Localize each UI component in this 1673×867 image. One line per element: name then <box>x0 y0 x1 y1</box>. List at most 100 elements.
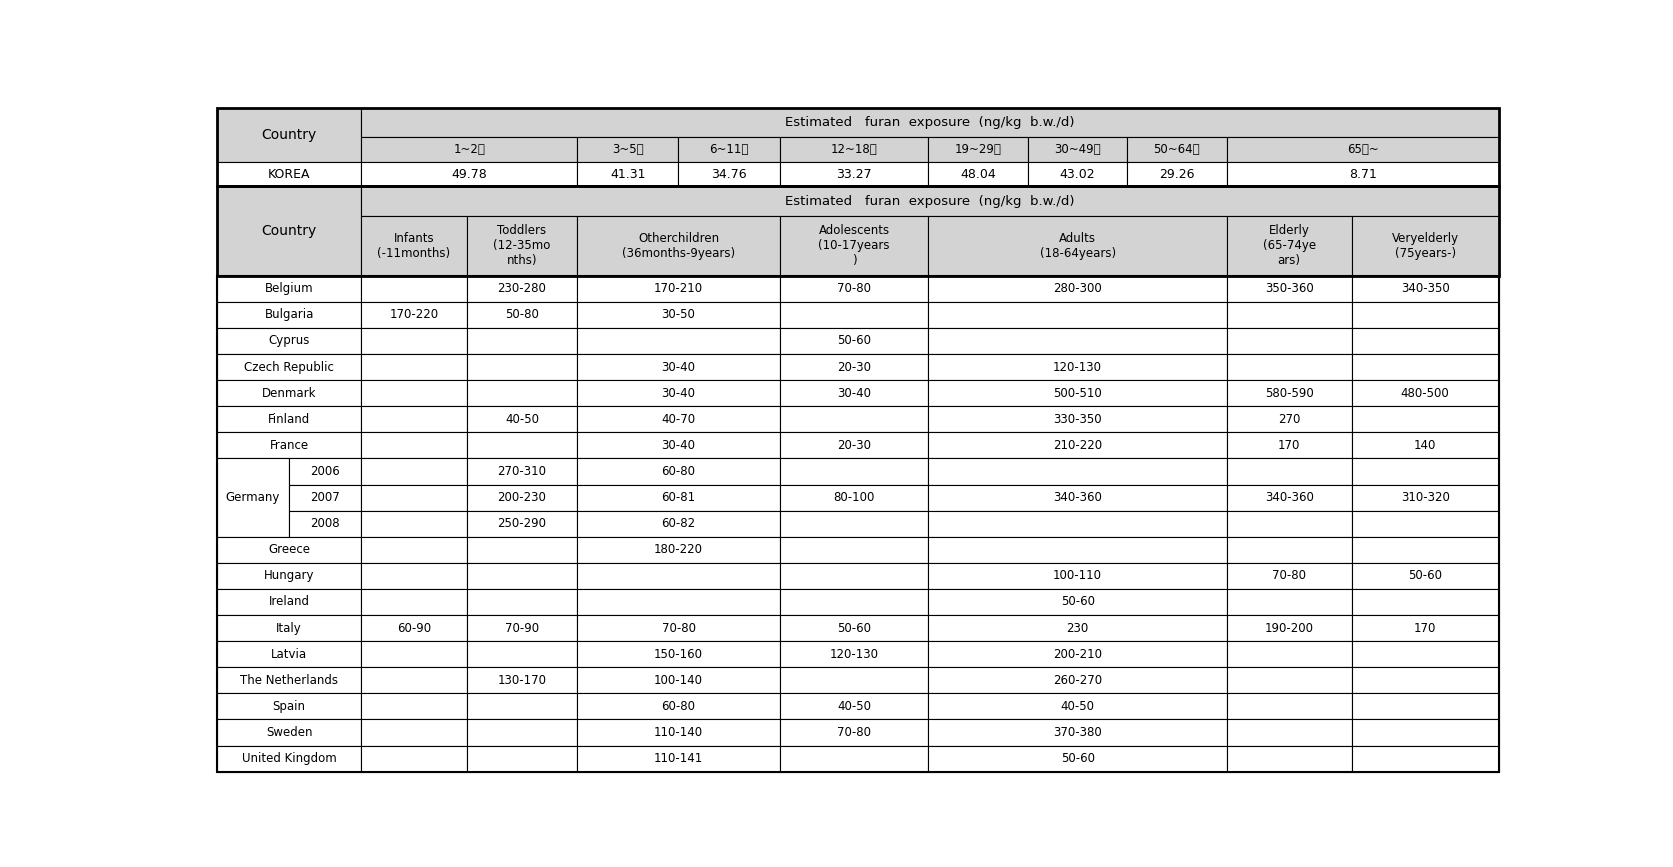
Text: Infants
(-11months): Infants (-11months) <box>376 231 450 260</box>
Text: 330-350: 330-350 <box>1052 413 1101 426</box>
Text: 50-80: 50-80 <box>505 309 539 322</box>
Text: 70-80: 70-80 <box>1271 570 1305 583</box>
Text: 12~18세: 12~18세 <box>830 143 877 156</box>
Bar <box>577 162 678 186</box>
Bar <box>361 433 467 459</box>
Bar <box>1350 276 1497 302</box>
Bar <box>780 641 929 668</box>
Text: 370-380: 370-380 <box>1052 726 1101 739</box>
Bar <box>361 694 467 720</box>
Bar <box>1350 354 1497 380</box>
Bar <box>780 276 929 302</box>
Text: 3~5세: 3~5세 <box>612 143 642 156</box>
Text: 60-90: 60-90 <box>397 622 430 635</box>
Bar <box>1226 641 1350 668</box>
Bar <box>361 459 467 485</box>
Bar <box>1226 720 1350 746</box>
Bar <box>217 407 361 433</box>
Bar <box>361 563 467 589</box>
Text: Hungary: Hungary <box>264 570 315 583</box>
Bar <box>780 694 929 720</box>
Bar <box>1027 162 1126 186</box>
Bar <box>361 485 467 511</box>
Bar <box>467 694 577 720</box>
Bar <box>217 276 1497 772</box>
Text: 40-50: 40-50 <box>505 413 539 426</box>
Text: 50-60: 50-60 <box>1407 570 1442 583</box>
Bar <box>1126 162 1226 186</box>
Bar <box>1350 407 1497 433</box>
Text: Denmark: Denmark <box>261 387 316 400</box>
Text: 60-80: 60-80 <box>661 465 694 478</box>
Text: 19~29세: 19~29세 <box>954 143 1000 156</box>
Bar <box>217 380 361 407</box>
Text: 310-320: 310-320 <box>1400 491 1449 504</box>
Bar <box>1350 641 1497 668</box>
Text: 30~49세: 30~49세 <box>1054 143 1099 156</box>
Bar <box>577 459 780 485</box>
Bar <box>467 276 577 302</box>
Bar <box>217 354 361 380</box>
Bar <box>467 485 577 511</box>
Text: 2008: 2008 <box>310 518 340 531</box>
Bar <box>361 641 467 668</box>
Text: 2006: 2006 <box>310 465 340 478</box>
Text: Finland: Finland <box>268 413 310 426</box>
Bar <box>467 668 577 694</box>
Bar <box>780 354 929 380</box>
Bar <box>780 302 929 328</box>
Text: 60-80: 60-80 <box>661 700 694 713</box>
Text: 6~11세: 6~11세 <box>709 143 748 156</box>
Text: 250-290: 250-290 <box>497 518 545 531</box>
Text: 29.26: 29.26 <box>1158 167 1195 180</box>
Bar <box>929 380 1226 407</box>
Text: 340-350: 340-350 <box>1400 283 1449 296</box>
Bar <box>1350 433 1497 459</box>
Bar <box>217 302 361 328</box>
Text: 40-50: 40-50 <box>836 700 870 713</box>
Bar <box>217 276 361 302</box>
Text: Latvia: Latvia <box>271 648 306 661</box>
Bar <box>217 668 361 694</box>
Text: 270-310: 270-310 <box>497 465 545 478</box>
Text: 500-510: 500-510 <box>1052 387 1101 400</box>
Text: 30-40: 30-40 <box>661 387 694 400</box>
Text: 60-82: 60-82 <box>661 518 696 531</box>
Bar <box>780 137 929 162</box>
Bar <box>217 433 361 459</box>
Text: 50~64세: 50~64세 <box>1153 143 1200 156</box>
Text: 150-160: 150-160 <box>654 648 703 661</box>
Bar <box>929 354 1226 380</box>
Bar <box>1027 137 1126 162</box>
Bar <box>217 186 361 276</box>
Text: 50-60: 50-60 <box>836 335 870 348</box>
Text: Spain: Spain <box>273 700 306 713</box>
Text: 170-210: 170-210 <box>654 283 703 296</box>
Bar <box>929 276 1226 302</box>
Bar <box>929 589 1226 615</box>
Bar <box>1350 537 1497 563</box>
Text: Toddlers
(12-35mo
nths): Toddlers (12-35mo nths) <box>494 225 550 267</box>
Bar <box>780 589 929 615</box>
Text: 30-40: 30-40 <box>836 387 870 400</box>
Text: 110-140: 110-140 <box>654 726 703 739</box>
Bar <box>1226 433 1350 459</box>
Text: 580-590: 580-590 <box>1265 387 1313 400</box>
Text: 100-140: 100-140 <box>654 674 703 687</box>
Bar <box>577 380 780 407</box>
Text: France: France <box>269 439 308 452</box>
Text: Otherchildren
(36months-9years): Otherchildren (36months-9years) <box>622 231 734 260</box>
Bar <box>467 720 577 746</box>
Text: 190-200: 190-200 <box>1265 622 1313 635</box>
Text: 43.02: 43.02 <box>1059 167 1094 180</box>
Bar <box>1226 668 1350 694</box>
Bar <box>361 276 467 302</box>
Bar <box>361 302 467 328</box>
Bar <box>780 380 929 407</box>
Text: 120-130: 120-130 <box>1052 361 1101 374</box>
Text: 130-170: 130-170 <box>497 674 545 687</box>
Bar <box>467 746 577 772</box>
Bar <box>780 216 929 276</box>
Bar <box>361 354 467 380</box>
Bar <box>467 615 577 641</box>
